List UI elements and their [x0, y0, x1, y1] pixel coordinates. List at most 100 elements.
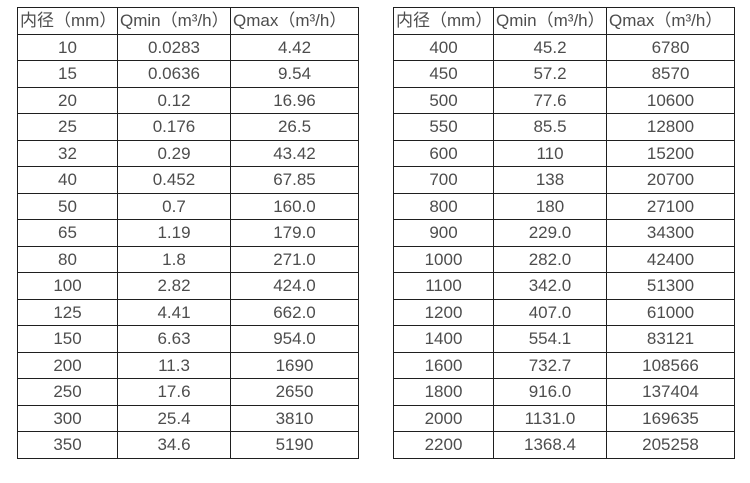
cell-qmin: 0.0636: [117, 60, 231, 88]
col-header-diameter: 内径（mm）: [17, 7, 118, 35]
cell-qmax: 424.0: [230, 272, 359, 300]
cell-diameter: 40: [17, 166, 118, 194]
table-row: 1000 282.0 42400: [393, 245, 735, 273]
cell-qmax: 954.0: [230, 325, 359, 353]
table-row: 350 34.6 5190: [17, 431, 359, 459]
cell-qmin: 17.6: [117, 378, 231, 406]
cell-qmax: 26.5: [230, 113, 359, 141]
table-row: 10 0.0283 4.42: [17, 33, 359, 61]
table-row: 1200 407.0 61000: [393, 298, 735, 326]
cell-qmin: 0.176: [117, 113, 231, 141]
table-row: 300 25.4 3810: [17, 404, 359, 432]
table-row: 1800 916.0 137404: [393, 378, 735, 406]
cell-qmin: 0.7: [117, 192, 231, 220]
cell-diameter: 125: [17, 298, 118, 326]
cell-diameter: 300: [17, 404, 118, 432]
cell-diameter: 32: [17, 139, 118, 167]
table-row: 25 0.176 26.5: [17, 113, 359, 141]
cell-diameter: 20: [17, 86, 118, 114]
cell-qmin: 0.0283: [117, 33, 231, 61]
cell-qmax: 83121: [606, 325, 735, 353]
cell-qmax: 160.0: [230, 192, 359, 220]
cell-qmin: 1131.0: [493, 404, 607, 432]
header-row: 内径（mm） Qmin（m³/h） Qmax（m³/h）: [393, 7, 735, 35]
col-header-qmin: Qmin（m³/h）: [117, 7, 231, 35]
cell-qmin: 342.0: [493, 272, 607, 300]
cell-qmax: 169635: [606, 404, 735, 432]
cell-qmax: 67.85: [230, 166, 359, 194]
cell-qmin: 6.63: [117, 325, 231, 353]
cell-qmin: 77.6: [493, 86, 607, 114]
cell-qmin: 732.7: [493, 351, 607, 379]
table-row: 450 57.2 8570: [393, 60, 735, 88]
cell-qmax: 4.42: [230, 33, 359, 61]
cell-diameter: 1400: [393, 325, 494, 353]
cell-diameter: 600: [393, 139, 494, 167]
col-header-qmax: Qmax（m³/h）: [606, 7, 735, 35]
col-header-qmin: Qmin（m³/h）: [493, 7, 607, 35]
cell-qmax: 16.96: [230, 86, 359, 114]
table-row: 40 0.452 67.85: [17, 166, 359, 194]
table-row: 80 1.8 271.0: [17, 245, 359, 273]
cell-diameter: 80: [17, 245, 118, 273]
cell-qmax: 27100: [606, 192, 735, 220]
cell-qmax: 179.0: [230, 219, 359, 247]
col-header-diameter: 内径（mm）: [393, 7, 494, 35]
table-row: 900 229.0 34300: [393, 219, 735, 247]
table-row: 32 0.29 43.42: [17, 139, 359, 167]
table-row: 800 180 27100: [393, 192, 735, 220]
cell-qmax: 205258: [606, 431, 735, 459]
table-row: 50 0.7 160.0: [17, 192, 359, 220]
cell-qmax: 42400: [606, 245, 735, 273]
flow-spec-table-small-diameters: 内径（mm） Qmin（m³/h） Qmax（m³/h） 10 0.0283 4.42 15…: [17, 7, 359, 459]
cell-qmin: 916.0: [493, 378, 607, 406]
table-row: 1400 554.1 83121: [393, 325, 735, 353]
table-row: 200 11.3 1690: [17, 351, 359, 379]
cell-qmax: 51300: [606, 272, 735, 300]
cell-diameter: 550: [393, 113, 494, 141]
cell-qmin: 110: [493, 139, 607, 167]
cell-qmax: 3810: [230, 404, 359, 432]
cell-qmin: 57.2: [493, 60, 607, 88]
cell-diameter: 1000: [393, 245, 494, 273]
cell-diameter: 800: [393, 192, 494, 220]
cell-diameter: 2000: [393, 404, 494, 432]
cell-diameter: 200: [17, 351, 118, 379]
cell-diameter: 500: [393, 86, 494, 114]
cell-diameter: 2200: [393, 431, 494, 459]
cell-qmax: 20700: [606, 166, 735, 194]
cell-diameter: 700: [393, 166, 494, 194]
cell-diameter: 1200: [393, 298, 494, 326]
cell-diameter: 65: [17, 219, 118, 247]
cell-diameter: 1600: [393, 351, 494, 379]
cell-qmin: 34.6: [117, 431, 231, 459]
table-row: 100 2.82 424.0: [17, 272, 359, 300]
cell-diameter: 25: [17, 113, 118, 141]
cell-diameter: 350: [17, 431, 118, 459]
cell-qmax: 2650: [230, 378, 359, 406]
cell-qmax: 12800: [606, 113, 735, 141]
cell-diameter: 400: [393, 33, 494, 61]
cell-diameter: 250: [17, 378, 118, 406]
table-row: 15 0.0636 9.54: [17, 60, 359, 88]
table-row: 1100 342.0 51300: [393, 272, 735, 300]
cell-qmax: 10600: [606, 86, 735, 114]
cell-qmax: 61000: [606, 298, 735, 326]
cell-qmax: 43.42: [230, 139, 359, 167]
cell-qmin: 0.452: [117, 166, 231, 194]
cell-diameter: 1800: [393, 378, 494, 406]
cell-qmin: 1368.4: [493, 431, 607, 459]
table-row: 500 77.6 10600: [393, 86, 735, 114]
cell-qmax: 1690: [230, 351, 359, 379]
cell-diameter: 15: [17, 60, 118, 88]
cell-diameter: 150: [17, 325, 118, 353]
flow-spec-table-large-diameters: 内径（mm） Qmin（m³/h） Qmax（m³/h） 400 45.2 6780 450…: [393, 7, 735, 459]
cell-diameter: 900: [393, 219, 494, 247]
cell-qmin: 1.19: [117, 219, 231, 247]
tables-container: 内径（mm） Qmin（m³/h） Qmax（m³/h） 10 0.0283 4.42 15…: [17, 7, 735, 459]
header-row: 内径（mm） Qmin（m³/h） Qmax（m³/h）: [17, 7, 359, 35]
cell-qmax: 137404: [606, 378, 735, 406]
cell-qmax: 8570: [606, 60, 735, 88]
cell-qmax: 34300: [606, 219, 735, 247]
table-row: 150 6.63 954.0: [17, 325, 359, 353]
